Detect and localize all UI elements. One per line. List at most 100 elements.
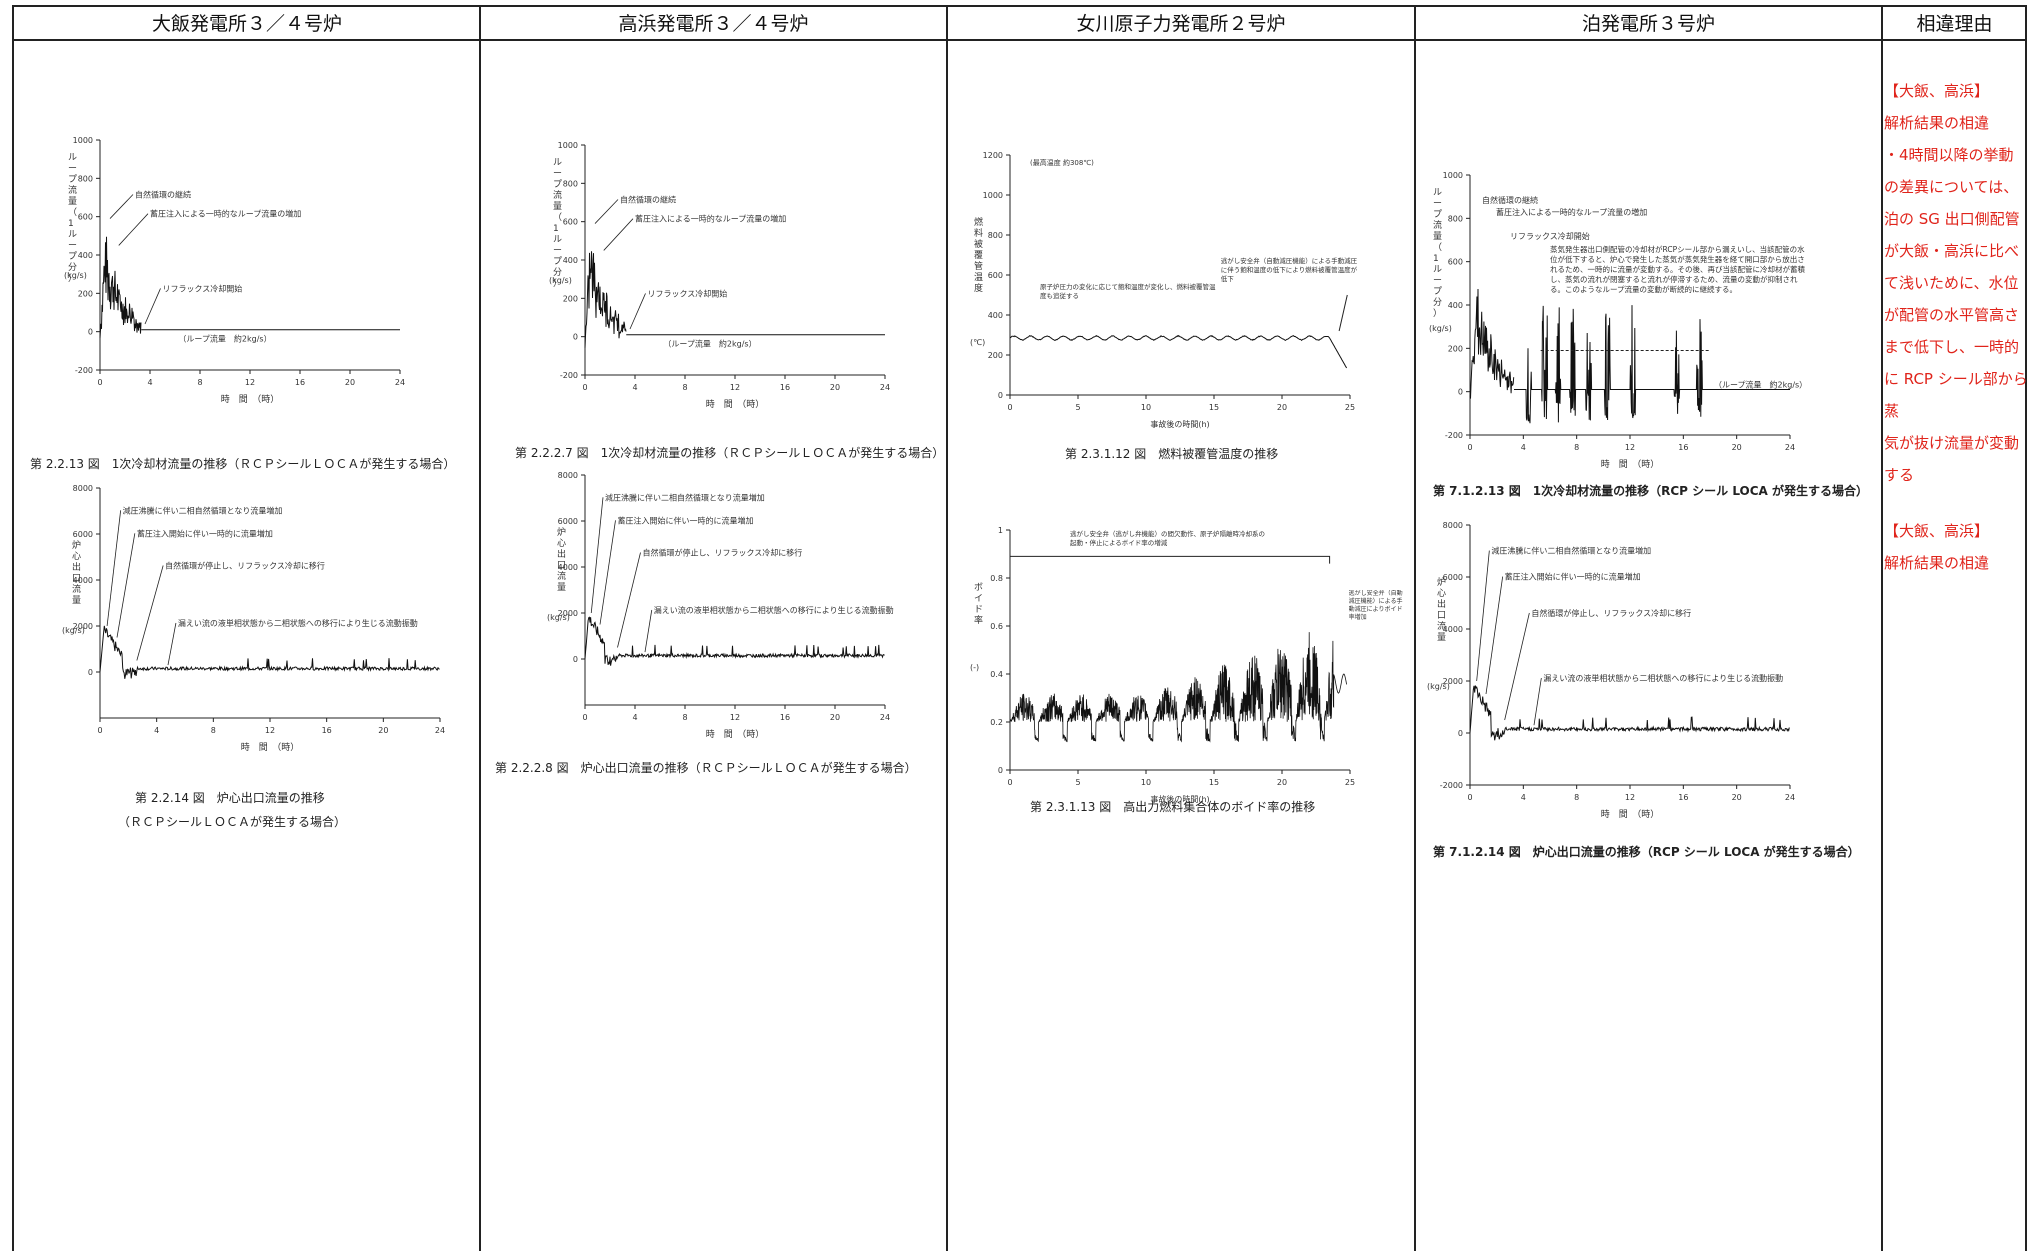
annotation-arrow [644, 609, 653, 653]
reason-line: が配管の水平管高さ [1884, 306, 2020, 324]
y-tick-label: 400 [563, 256, 578, 265]
label-char: 出 [1437, 598, 1446, 610]
y-tick-label: 1000 [73, 136, 93, 145]
x-tick-label: 16 [1678, 443, 1688, 452]
y-tick-label: 400 [988, 311, 1003, 320]
label-char: ） [1433, 308, 1442, 319]
annotation-box: 逃がし安全弁（自動減圧機能）による手動減圧に伴う飽和温度の低下により燃料被覆管温… [1221, 257, 1357, 283]
x-axis-label: 時 間 （時） [221, 394, 280, 405]
label-char: 燃 [974, 216, 983, 228]
header-rule [14, 7, 2027, 41]
y-tick-label: 800 [1448, 214, 1463, 223]
annotation: （ループ流量 約2kg/s） [1714, 379, 1807, 389]
x-tick-label: 12 [1625, 793, 1635, 802]
annotation: 自然循環の継続 [620, 195, 676, 205]
x-tick-label: 4 [632, 713, 637, 722]
x-tick-label: 20 [830, 383, 840, 392]
x-tick-label: 8 [197, 378, 202, 387]
annotation: 蓄圧注入開始に伴い一時的に流量増加 [1505, 572, 1641, 582]
x-tick-label: 8 [682, 383, 687, 392]
label-char: 流 [1433, 219, 1442, 231]
x-tick-label: 16 [780, 713, 790, 722]
label-char: 量 [1437, 632, 1446, 643]
x-tick-label: 15 [1209, 403, 1219, 412]
x-tick-label: 16 [780, 383, 790, 392]
onagawa-temp-caption: 第 2.3.1.12 図 燃料被覆管温度の推移 [1065, 447, 1279, 461]
series-line [584, 251, 627, 349]
ohi-core-flow-chart: 0 4 8 12 16 20 24 0 2000 4000 6000 8000 炉心出口流量 (kg/s)… [60, 478, 445, 778]
y-tick-label: 200 [1448, 344, 1463, 353]
tomari-loop-flow-chart: 0 4 8 12 16 20 24 -200 0 200 400 600 800 1000 ループ流量（ 1 ル… [1425, 165, 1855, 470]
label-char: 炉 [1437, 576, 1446, 588]
label-char: （ [553, 212, 562, 223]
column-divider [479, 7, 481, 1251]
label-char: ） [68, 273, 77, 284]
x-tick-label: 4 [1521, 793, 1526, 802]
label-char: プ [1433, 209, 1442, 220]
label-char: 量 [72, 595, 81, 606]
x-tick-label: 25 [1345, 778, 1355, 787]
y-tick-label: -200 [1445, 431, 1463, 440]
x-tick-label: 24 [1785, 793, 1795, 802]
x-tick-label: 0 [582, 713, 587, 722]
series-line [1009, 334, 1348, 369]
column-divider [946, 7, 948, 1251]
annotation: 漏えい流の液単相状態から二相状態への移行により生じる流動振動 [654, 605, 894, 615]
label-char: 分 [68, 262, 77, 273]
annotation: （ループ流量 約2kg/s） [663, 338, 756, 348]
y-tick-label: 0.6 [990, 622, 1003, 631]
annotation: 漏えい流の液単相状態から二相状態への移行により生じる流動振動 [178, 618, 418, 628]
y-tick-label: 1000 [983, 191, 1003, 200]
label-char: 心 [72, 551, 81, 562]
y-tick-label: 8000 [558, 471, 578, 480]
annotation-arrow [118, 213, 149, 246]
label-char: 分 [553, 267, 562, 278]
label-char: ） [553, 278, 562, 289]
y-tick-label: 0.2 [990, 718, 1003, 727]
label-char: ー [553, 246, 562, 256]
annotation-text: 逃がし安全弁（逃がし弁機能）の間欠動作、原子炉隔離時冷却系の起動・停止によるボイ… [1070, 530, 1265, 547]
y-tick-label: 0 [88, 328, 93, 337]
label-char: （ [1433, 242, 1442, 253]
reason-line: て浅いために、水位 [1884, 274, 2019, 292]
annotation-text: 原子炉圧力の変化に応じて飽和温度が変化し、燃料被覆管温度も追従する [1040, 283, 1216, 300]
x-tick-label: 16 [1678, 793, 1688, 802]
x-tick-label: 16 [295, 378, 305, 387]
y-tick-label: 6000 [1443, 573, 1463, 582]
y-tick-label: 6000 [73, 530, 93, 539]
label-char: ル [68, 230, 77, 240]
ohi-loop-flow-chart: 0 4 8 12 16 20 24 -200 0 200 400 600 800 1000 ループ流量（ 1 ル… [60, 130, 440, 430]
y-unit: (kg/s) [1429, 324, 1452, 333]
x-tick-label: 5 [1075, 778, 1080, 787]
onagawa-void-chart: 0 5 10 15 20 25 0 0.2 0.4 0.6 0.8 1 ボイド率 (-) 事故後の時間(h)… [960, 520, 1403, 804]
x-tick-label: 10 [1141, 403, 1151, 412]
y-unit: (℃) [970, 338, 985, 347]
y-tick-label: 600 [563, 218, 578, 227]
label-char: プ [1433, 286, 1442, 297]
y-tick-label: 0 [1458, 388, 1463, 397]
reason-line: 解析結果の相違 [1884, 114, 1990, 132]
annotation-arrow [617, 552, 641, 648]
label-char: 1 [68, 219, 74, 229]
annotation-arrow [594, 199, 619, 224]
x-tick-label: 20 [1277, 778, 1287, 787]
y-axis-label: ループ流量（ 1 ループ分） [68, 153, 77, 284]
y-axis-label: ループ流量（ 1 ループ分） [553, 158, 562, 289]
x-tick-label: 4 [154, 726, 159, 735]
y-tick-label: -2000 [1440, 781, 1463, 790]
onagawa-temp-chart: 0 5 10 15 20 25 0 200 400 600 800 1000 1200 燃料被覆管温度 (℃… [960, 145, 1370, 429]
label-char: ー [1433, 276, 1442, 286]
label-char: ー [553, 169, 562, 179]
y-tick-label: 200 [563, 294, 578, 303]
reason-line: 気が抜け流量が変動 [1884, 434, 2020, 452]
column-divider [1414, 7, 1416, 1251]
label-char: 分 [1433, 297, 1442, 308]
y-tick-label: 400 [1448, 301, 1463, 310]
annotation: 自然循環が停止し、リフラックス冷却に移行 [165, 561, 325, 571]
annotation: リフラックス冷却開始 [163, 283, 243, 293]
max-temp-label: (最高温度 約308℃) [1030, 158, 1094, 167]
x-axis-label: 事故後の時間(h) [1150, 794, 1209, 804]
label-char: 心 [1437, 588, 1446, 599]
x-tick-label: 4 [632, 383, 637, 392]
x-tick-label: 0 [1467, 793, 1472, 802]
